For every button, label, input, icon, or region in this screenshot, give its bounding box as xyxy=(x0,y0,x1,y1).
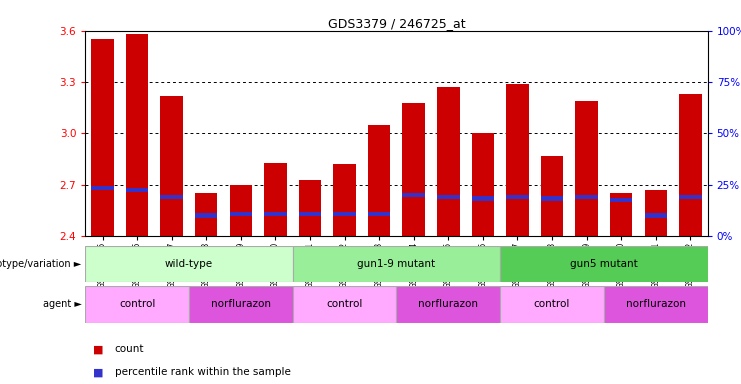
Bar xyxy=(500,286,604,323)
Bar xyxy=(541,196,563,200)
Bar xyxy=(160,96,183,236)
Bar xyxy=(195,194,217,236)
Text: percentile rank within the sample: percentile rank within the sample xyxy=(115,367,290,377)
Text: norflurazon: norflurazon xyxy=(626,299,685,310)
Text: count: count xyxy=(115,344,144,354)
Bar xyxy=(333,212,356,216)
Text: genotype/variation ►: genotype/variation ► xyxy=(0,259,82,269)
Bar xyxy=(293,286,396,323)
Bar xyxy=(437,195,459,199)
Bar xyxy=(471,196,494,200)
Bar xyxy=(264,212,287,216)
Bar xyxy=(645,214,667,218)
Bar xyxy=(189,286,293,323)
Bar xyxy=(368,125,391,236)
Text: control: control xyxy=(326,299,363,310)
Bar xyxy=(264,162,287,236)
Bar xyxy=(126,34,148,236)
Bar xyxy=(610,194,632,236)
Bar xyxy=(500,246,708,282)
Bar xyxy=(160,195,183,199)
Bar xyxy=(402,103,425,236)
Bar xyxy=(679,94,702,236)
Bar xyxy=(437,87,459,236)
Text: agent ►: agent ► xyxy=(43,299,82,310)
Text: control: control xyxy=(119,299,156,310)
Text: gun1-9 mutant: gun1-9 mutant xyxy=(357,259,436,269)
Bar xyxy=(679,195,702,199)
Bar xyxy=(299,180,322,236)
Bar xyxy=(471,133,494,236)
Text: ■: ■ xyxy=(93,344,103,354)
Bar xyxy=(293,246,500,282)
Bar xyxy=(506,195,528,199)
Title: GDS3379 / 246725_at: GDS3379 / 246725_at xyxy=(328,17,465,30)
Bar xyxy=(610,198,632,202)
Text: norflurazon: norflurazon xyxy=(419,299,478,310)
Bar xyxy=(126,188,148,192)
Bar xyxy=(333,164,356,236)
Bar xyxy=(645,190,667,236)
Bar xyxy=(85,286,189,323)
Text: ■: ■ xyxy=(93,367,103,377)
Bar xyxy=(299,212,322,216)
Bar xyxy=(85,246,293,282)
Bar xyxy=(396,286,500,323)
Bar xyxy=(604,286,708,323)
Bar xyxy=(91,186,113,190)
Bar xyxy=(230,185,252,236)
Bar xyxy=(195,214,217,218)
Bar xyxy=(506,84,528,236)
Text: gun5 mutant: gun5 mutant xyxy=(570,259,638,269)
Bar xyxy=(91,39,113,236)
Text: control: control xyxy=(534,299,571,310)
Bar xyxy=(541,156,563,236)
Text: norflurazon: norflurazon xyxy=(211,299,270,310)
Bar xyxy=(402,193,425,197)
Bar xyxy=(575,195,598,199)
Bar xyxy=(230,212,252,216)
Bar xyxy=(575,101,598,236)
Text: wild-type: wild-type xyxy=(165,259,213,269)
Bar xyxy=(368,212,391,216)
